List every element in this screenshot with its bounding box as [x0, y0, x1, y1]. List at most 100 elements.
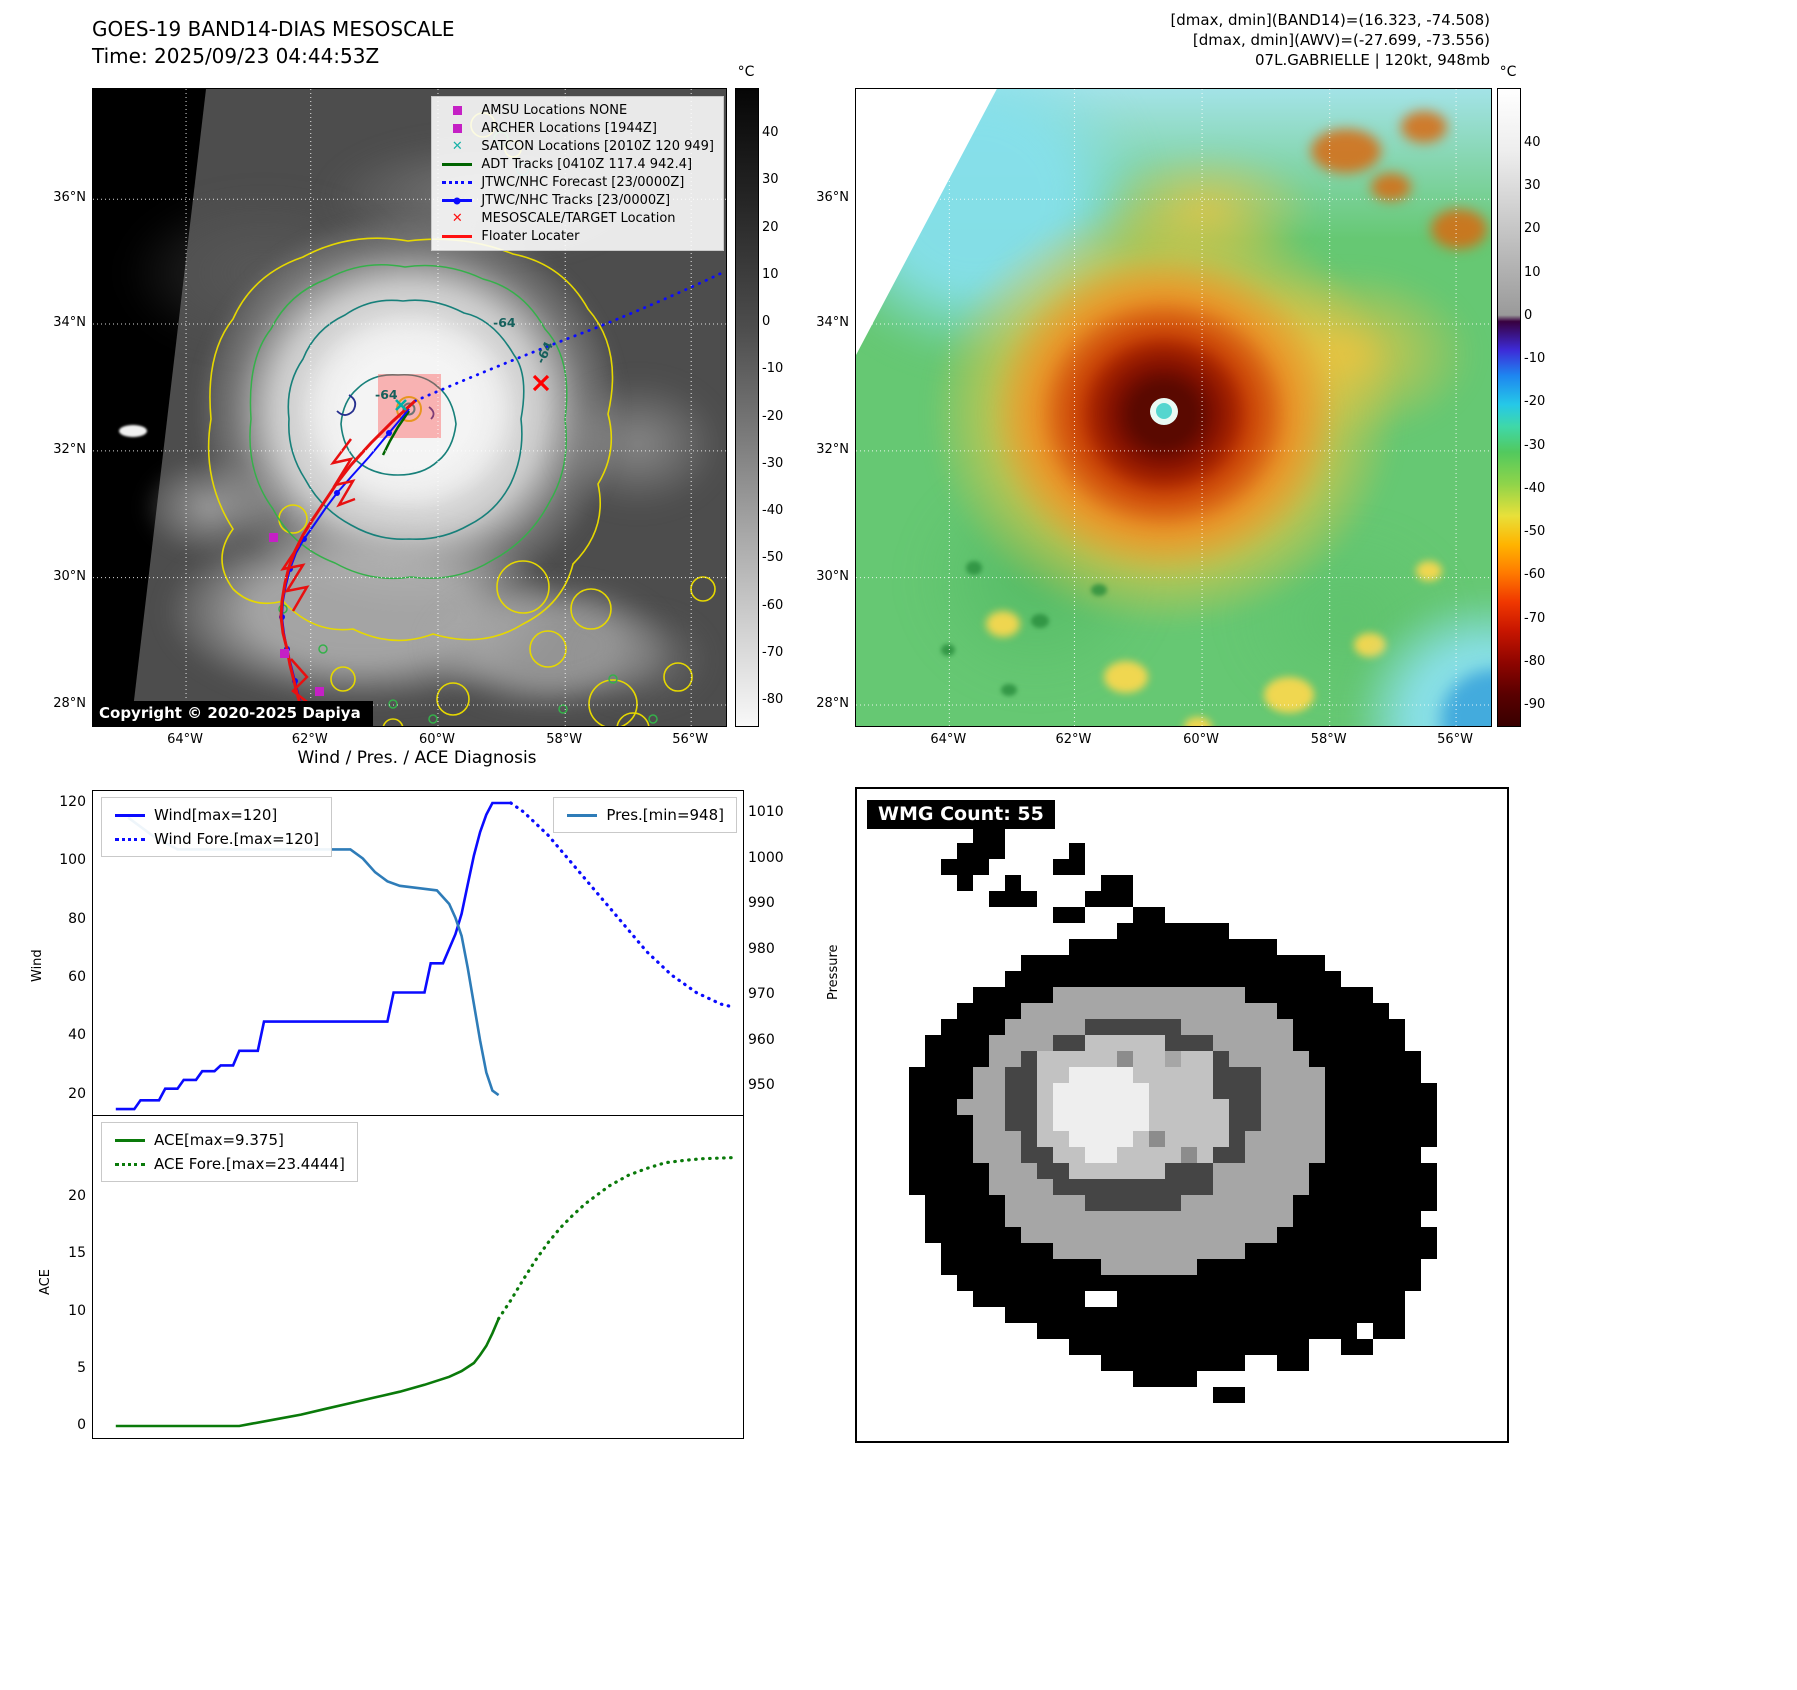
- wmg-pixel: [1165, 1323, 1181, 1339]
- legend-label: Wind Fore.[max=120]: [154, 830, 320, 848]
- panel-a-satellite-plot: -64 -64 -64 AMSU Locations NONE ARCHER Lo…: [92, 88, 727, 727]
- wmg-pixel: [1085, 1179, 1101, 1195]
- wmg-pixel: [1357, 1211, 1373, 1227]
- wmg-pixel: [1005, 1019, 1021, 1035]
- wmg-pixel: [957, 1131, 973, 1147]
- wmg-pixel: [1261, 1067, 1277, 1083]
- wmg-pixel: [1229, 971, 1245, 987]
- wmg-pixel: [1245, 1307, 1261, 1323]
- wmg-pixel: [1341, 1163, 1357, 1179]
- legend-label: Wind[max=120]: [154, 806, 278, 824]
- wmg-pixel: [909, 1115, 925, 1131]
- wmg-pixel: [1309, 1051, 1325, 1067]
- colorbar-b-tick: -10: [1524, 351, 1546, 367]
- wmg-pixel: [1101, 1211, 1117, 1227]
- panel-b-header-line2: [dmax, dmin](AWV)=(-27.699, -73.556): [1192, 31, 1490, 49]
- wmg-pixel: [973, 1227, 989, 1243]
- wmg-pixel: [925, 1163, 941, 1179]
- green-speck: [1031, 614, 1049, 628]
- wmg-pixel: [1341, 1179, 1357, 1195]
- wmg-pixel: [1101, 1067, 1117, 1083]
- wmg-pixel: [1165, 1275, 1181, 1291]
- wmg-pixel: [1277, 1067, 1293, 1083]
- wmg-pixel: [1341, 1003, 1357, 1019]
- wmg-pixel: [957, 875, 973, 891]
- wmg-pixel: [1101, 1083, 1117, 1099]
- wmg-pixel: [1325, 1275, 1341, 1291]
- wmg-pixel: [1101, 1307, 1117, 1323]
- wmg-pixel: [1005, 1131, 1021, 1147]
- wmg-pixel: [1229, 1003, 1245, 1019]
- lat-tick: 34°N: [53, 315, 86, 331]
- legend-label: JTWC/NHC Forecast [23/0000Z]: [481, 175, 685, 190]
- wmg-pixel: [941, 1147, 957, 1163]
- wmg-pixel: [973, 1083, 989, 1099]
- wind-tick: 120: [59, 793, 86, 810]
- wmg-pixel: [1213, 1211, 1229, 1227]
- wmg-pixel: [1165, 1339, 1181, 1355]
- green-speck: [966, 561, 982, 575]
- wmg-pixel: [1101, 987, 1117, 1003]
- wmg-pixel: [1373, 1227, 1389, 1243]
- wmg-pixel: [1213, 1035, 1229, 1051]
- wmg-pixel: [1293, 1147, 1309, 1163]
- wmg-pixel: [1389, 1275, 1405, 1291]
- wmg-pixel: [1149, 1227, 1165, 1243]
- wmg-pixel: [1293, 1339, 1309, 1355]
- wmg-pixel: [1261, 1323, 1277, 1339]
- wmg-pixel: [1197, 1211, 1213, 1227]
- wmg-pixel: [1085, 1115, 1101, 1131]
- wmg-pixel: [1309, 1067, 1325, 1083]
- wmg-pixel: [1389, 1051, 1405, 1067]
- wmg-pixel: [1101, 1243, 1117, 1259]
- wmg-pixel: [1165, 1131, 1181, 1147]
- wmg-pixel: [1197, 1259, 1213, 1275]
- wmg-pixel: [1213, 1323, 1229, 1339]
- wmg-pixel: [1117, 1003, 1133, 1019]
- wmg-pixel: [1165, 1211, 1181, 1227]
- wmg-pixel: [989, 1243, 1005, 1259]
- wmg-pixel: [1037, 987, 1053, 1003]
- wmg-pixel: [1309, 1099, 1325, 1115]
- lat-tick: 28°N: [53, 695, 86, 711]
- wmg-pixel: [1229, 1147, 1245, 1163]
- wmg-pixel: [1149, 939, 1165, 955]
- dotted-marker-icon: [114, 1158, 146, 1171]
- wmg-pixel: [1373, 1051, 1389, 1067]
- legend-entry: ACE[max=9.375]: [114, 1131, 345, 1149]
- wmg-pixel: [1117, 1259, 1133, 1275]
- wmg-pixel: [1309, 971, 1325, 987]
- legend-label: ACE Fore.[max=23.4444]: [154, 1155, 345, 1173]
- pressure-tick: 1010: [748, 804, 784, 820]
- wmg-pixel: [1277, 1019, 1293, 1035]
- wmg-pixel: [1085, 1051, 1101, 1067]
- contour-navy: [336, 394, 435, 420]
- wmg-pixel: [1197, 1179, 1213, 1195]
- wmg-pixel: [1117, 1307, 1133, 1323]
- colorbar-b-tick: -40: [1524, 480, 1546, 496]
- wmg-pixel: [1341, 1131, 1357, 1147]
- wmg-pixel: [957, 1019, 973, 1035]
- wmg-pixel: [1373, 1275, 1389, 1291]
- wmg-pixel: [1149, 1291, 1165, 1307]
- wind-tick: 80: [68, 910, 86, 927]
- wmg-pixel: [1101, 939, 1117, 955]
- pressure-tick: 990: [748, 895, 775, 911]
- wmg-pixel: [941, 1259, 957, 1275]
- wmg-pixel: [1069, 1067, 1085, 1083]
- wmg-pixel: [1005, 1051, 1021, 1067]
- wmg-pixel: [1213, 1355, 1229, 1371]
- warm-wisp: [1401, 111, 1447, 143]
- wmg-pixel: [1341, 1019, 1357, 1035]
- wmg-pixel: [1021, 1275, 1037, 1291]
- wmg-pixel: [1069, 843, 1085, 859]
- wmg-pixel: [1293, 1259, 1309, 1275]
- wmg-pixel: [1197, 1195, 1213, 1211]
- wmg-pixel: [1309, 1307, 1325, 1323]
- wmg-pixel: [957, 1003, 973, 1019]
- wmg-pixel: [1245, 1179, 1261, 1195]
- wmg-pixel: [1197, 1323, 1213, 1339]
- wmg-pixel: [1037, 1275, 1053, 1291]
- wmg-pixel: [925, 1147, 941, 1163]
- wmg-pixel: [1325, 987, 1341, 1003]
